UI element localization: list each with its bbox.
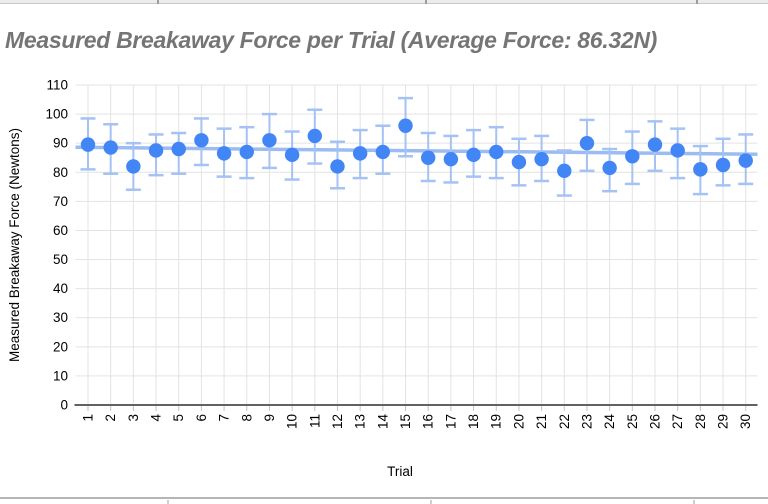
x-tick-label: 26 — [648, 414, 663, 429]
x-tick-label: 11 — [307, 414, 322, 428]
data-point — [103, 140, 118, 155]
data-point — [171, 141, 186, 157]
data-point — [534, 151, 549, 167]
x-tick-label: 17 — [443, 414, 458, 429]
data-point — [421, 150, 436, 165]
x-tick-label: 5 — [171, 414, 186, 422]
x-tick-label: 19 — [489, 414, 504, 429]
data-point — [216, 146, 232, 161]
x-tick-label: 25 — [625, 414, 640, 429]
data-point — [262, 133, 277, 148]
x-axis-title: Trial — [387, 464, 413, 479]
data-point — [557, 163, 572, 179]
y-tick-label: 20 — [53, 339, 68, 354]
y-tick-label: 70 — [53, 194, 68, 209]
x-tick-label: 3 — [126, 414, 141, 422]
x-tick-label: 6 — [194, 414, 209, 422]
x-tick-label: 10 — [285, 414, 300, 429]
x-tick-label: 14 — [375, 414, 390, 430]
x-tick-label: 20 — [511, 414, 526, 429]
x-tick-label: 12 — [330, 414, 345, 429]
data-point — [126, 159, 141, 174]
data-point — [511, 154, 527, 170]
x-tick-label: 29 — [716, 414, 731, 429]
data-point — [670, 143, 685, 158]
x-tick-label: 28 — [693, 414, 708, 429]
y-tick-label: 50 — [53, 252, 68, 267]
y-tick-label: 0 — [60, 398, 68, 413]
trendline — [75, 145, 758, 156]
x-tick-label: 16 — [421, 414, 436, 429]
x-tick-label: 23 — [579, 414, 594, 429]
data-point — [579, 135, 595, 151]
data-point — [239, 144, 254, 160]
data-point — [625, 149, 640, 164]
column-border-tick — [430, 500, 432, 504]
data-point — [284, 147, 300, 163]
x-tick-label: 21 — [534, 414, 549, 429]
x-tick-label: 2 — [103, 414, 118, 422]
x-tick-label: 27 — [670, 414, 685, 429]
data-point — [602, 160, 617, 176]
data-point — [738, 153, 753, 168]
data-point — [466, 147, 481, 163]
data-point — [647, 137, 663, 152]
spreadsheet-gridline-top — [0, 0, 768, 4]
data-point — [352, 146, 368, 161]
y-tick-label: 100 — [45, 107, 68, 122]
x-tick-label: 7 — [217, 414, 232, 422]
y-tick-label: 90 — [53, 136, 68, 151]
data-point — [148, 143, 164, 158]
data-point — [715, 157, 731, 173]
data-point — [398, 118, 413, 133]
y-tick-label: 40 — [53, 281, 68, 296]
x-tick-label: 8 — [239, 414, 254, 422]
column-border-tick — [157, 0, 159, 4]
y-tick-label: 60 — [53, 223, 68, 238]
column-border-tick — [693, 500, 695, 504]
y-tick-label: 30 — [53, 310, 68, 325]
x-tick-label: 24 — [602, 414, 617, 430]
data-point — [489, 144, 504, 160]
data-point — [693, 162, 708, 177]
column-border-tick — [696, 0, 698, 4]
data-point — [375, 144, 391, 160]
x-tick-label: 1 — [81, 414, 96, 422]
column-border-tick — [167, 500, 169, 504]
data-point — [443, 151, 459, 167]
x-tick-label: 15 — [398, 414, 413, 429]
data-point — [194, 133, 209, 148]
x-tick-label: 18 — [466, 414, 481, 429]
y-tick-label: 110 — [46, 78, 68, 93]
y-tick-label: 80 — [53, 165, 68, 180]
x-tick-label: 4 — [149, 414, 164, 422]
x-tick-label: 30 — [738, 414, 753, 429]
data-point — [330, 159, 345, 174]
column-border-tick — [425, 0, 427, 4]
x-tick-label: 13 — [353, 414, 368, 429]
data-point — [80, 137, 96, 152]
spreadsheet-gridline-bottom — [0, 497, 768, 504]
chart-title: Measured Breakaway Force per Trial (Aver… — [5, 27, 658, 53]
x-tick-label: 9 — [262, 414, 277, 422]
x-tick-label: 22 — [557, 414, 572, 429]
y-tick-label: 10 — [53, 368, 68, 383]
data-point — [307, 128, 322, 144]
